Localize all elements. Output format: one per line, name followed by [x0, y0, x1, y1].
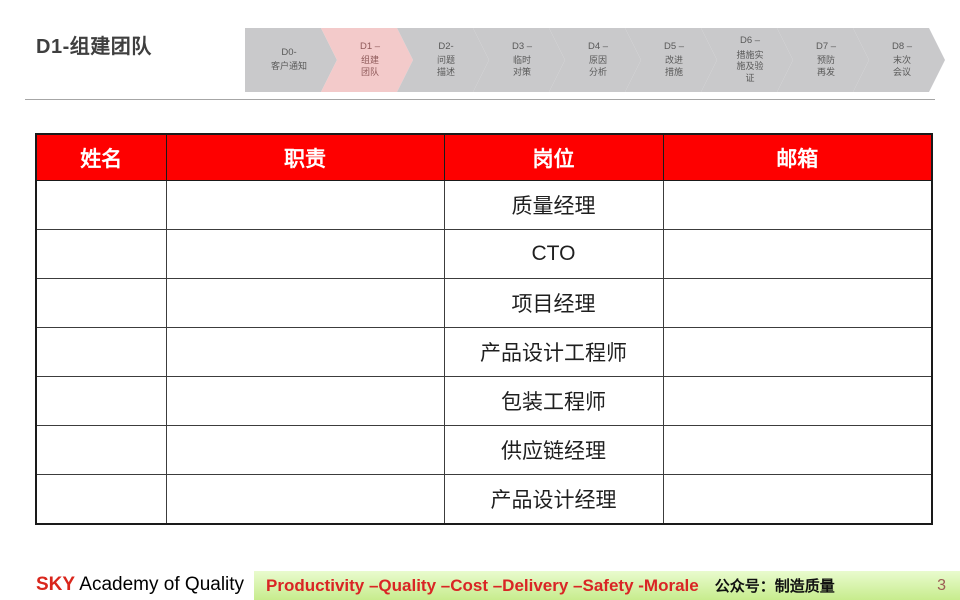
footer-banner: Productivity –Quality –Cost –Delivery –S… [254, 571, 960, 600]
chevron-code: D6 – [739, 35, 761, 47]
cell-name [35, 425, 167, 475]
pqcdsm-motto: Productivity –Quality –Cost –Delivery –S… [266, 575, 699, 595]
cell-name [35, 278, 167, 328]
table-row: 质量经理 [35, 180, 933, 230]
table-row: 产品设计经理 [35, 474, 933, 525]
wechat-account-label: 公众号：制造质量 [714, 578, 835, 595]
chevron-d6: D6 – 措施实 施及验 证 [701, 28, 793, 92]
chevron-d0: D0- 客户通知 [245, 28, 337, 92]
cell-email [662, 376, 933, 426]
chevron-label: 预防 再发 [816, 55, 835, 78]
chevron-code: D1 – [359, 41, 381, 53]
chevron-label: 组建 团队 [360, 55, 379, 78]
cell-name [35, 327, 167, 377]
team-table: 姓名 职责 岗位 邮箱 质量经理 CTO 项目经理 [35, 133, 933, 525]
header-divider-line [25, 99, 935, 100]
column-header-duty: 职责 [165, 133, 445, 181]
cell-name [35, 180, 167, 230]
table-row: 产品设计工程师 [35, 327, 933, 377]
chevron-d8: D8 – 末次 会议 [853, 28, 945, 92]
chevron-label: 客户通知 [270, 61, 307, 72]
cell-duty [165, 474, 445, 525]
column-header-email: 邮箱 [662, 133, 933, 181]
column-header-position: 岗位 [443, 133, 664, 181]
cell-position: 项目经理 [443, 278, 664, 328]
cell-duty [165, 425, 445, 475]
cell-name [35, 229, 167, 279]
cell-duty [165, 278, 445, 328]
chevron-code: D4 – [587, 41, 609, 53]
chevron-label: 改进 措施 [664, 55, 683, 78]
brand-logo-text: SKY Academy of Quality [36, 574, 244, 596]
chevron-code: D8 – [891, 41, 913, 53]
cell-position: 质量经理 [443, 180, 664, 230]
chevron-label: 问题 描述 [436, 55, 455, 78]
cell-duty [165, 229, 445, 279]
chevron-label: 措施实 施及验 证 [736, 49, 764, 84]
chevron-code: D5 – [663, 41, 685, 53]
cell-email [662, 474, 933, 525]
brand-sky: SKY [36, 574, 76, 595]
cell-email [662, 229, 933, 279]
cell-duty [165, 376, 445, 426]
cell-name [35, 376, 167, 426]
table-row: 包装工程师 [35, 376, 933, 426]
chevron-code: D7 – [815, 41, 837, 53]
cell-email [662, 425, 933, 475]
chevron-code: D3 – [511, 41, 533, 53]
cell-duty [165, 180, 445, 230]
cell-position: 供应链经理 [443, 425, 664, 475]
cell-position: CTO [443, 229, 664, 279]
process-flow-d0-d8: D0- 客户通知 D1 – 组建 团队 D2- 问题 描述 D3 – 临时 对策… [245, 28, 945, 92]
page-number: 3 [937, 576, 946, 594]
cell-email [662, 180, 933, 230]
brand-academy: Academy of Quality [75, 574, 245, 595]
chevron-code: D2- [438, 41, 454, 53]
cell-name [35, 474, 167, 525]
chevron-label: 临时 对策 [512, 55, 531, 78]
cell-email [662, 327, 933, 377]
table-row: CTO [35, 229, 933, 279]
chevron-label: 原因 分析 [588, 55, 607, 78]
chevron-label: 末次 会议 [892, 55, 911, 78]
page-title: D1-组建团队 [36, 36, 152, 58]
cell-position: 包装工程师 [443, 376, 664, 426]
cell-position: 产品设计经理 [443, 474, 664, 525]
column-header-name: 姓名 [35, 133, 167, 181]
table-row: 供应链经理 [35, 425, 933, 475]
cell-email [662, 278, 933, 328]
chevron-code: D0- [281, 46, 297, 58]
cell-position: 产品设计工程师 [443, 327, 664, 377]
table-header-row: 姓名 职责 岗位 邮箱 [35, 133, 933, 181]
cell-duty [165, 327, 445, 377]
table-row: 项目经理 [35, 278, 933, 328]
